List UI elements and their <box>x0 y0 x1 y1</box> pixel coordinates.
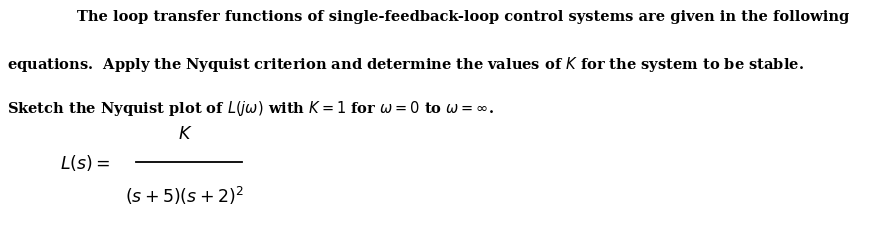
Text: The loop transfer functions of single-feedback-loop control systems are given in: The loop transfer functions of single-fe… <box>77 10 849 24</box>
Text: Sketch the Nyquist plot of $L(j\omega)$ with $K = 1$ for $\omega = 0$ to $\omega: Sketch the Nyquist plot of $L(j\omega)$ … <box>7 99 494 118</box>
Text: equations.  Apply the Nyquist criterion and determine the values of $K$ for the : equations. Apply the Nyquist criterion a… <box>7 54 804 73</box>
Text: $(s+5)(s+2)^2$: $(s+5)(s+2)^2$ <box>126 184 244 206</box>
Text: $L(s) =$: $L(s) =$ <box>60 152 110 172</box>
Text: $K$: $K$ <box>178 126 192 142</box>
